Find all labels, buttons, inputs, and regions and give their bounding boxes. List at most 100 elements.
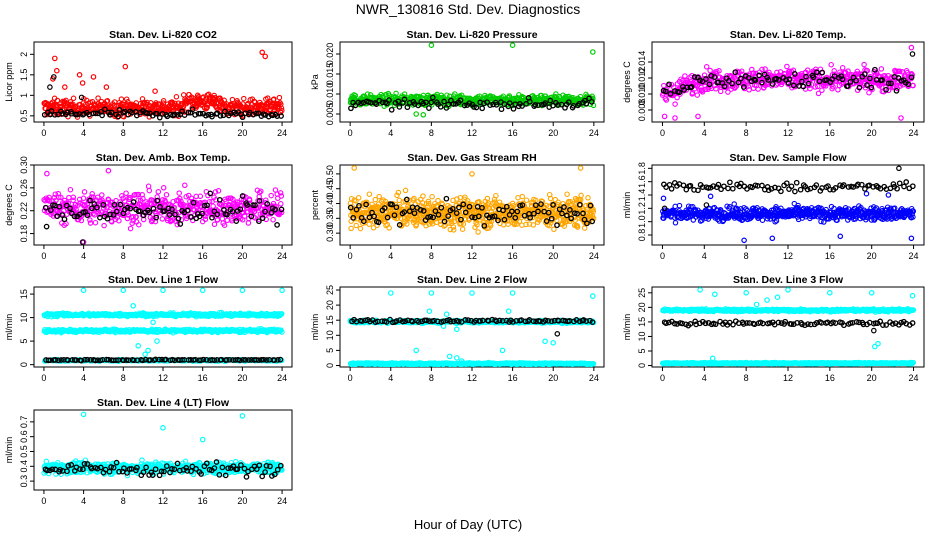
- data-point: [879, 67, 883, 71]
- data-point: [520, 194, 524, 198]
- data-point: [579, 193, 583, 197]
- panel-title: Stan. Dev. Li-820 Temp.: [730, 29, 846, 41]
- data-point: [480, 106, 484, 110]
- data-point: [427, 106, 431, 110]
- data-point: [902, 184, 906, 188]
- data-point: [836, 88, 840, 92]
- x-tick-label: 20: [867, 128, 877, 138]
- data-point: [726, 186, 730, 190]
- y-tick-label: 1.4: [637, 189, 647, 202]
- data-point: [829, 62, 833, 66]
- panel-title: Stan. Dev. Sample Flow: [729, 152, 847, 164]
- x-tick-label: 24: [909, 128, 919, 138]
- data-point: [760, 218, 764, 222]
- y-tick-label: 0.014: [637, 51, 647, 74]
- data-points: [661, 166, 916, 242]
- data-point: [68, 188, 72, 192]
- data-point: [242, 96, 246, 100]
- data-point: [71, 96, 75, 100]
- x-tick-label: 0: [41, 128, 46, 138]
- x-tick-label: 16: [508, 128, 518, 138]
- outlier-point: [864, 192, 868, 196]
- x-tick-label: 4: [388, 128, 393, 138]
- data-point: [146, 184, 150, 188]
- data-point: [731, 187, 735, 191]
- data-point: [444, 197, 448, 201]
- outlier-point: [704, 203, 708, 207]
- data-point: [354, 223, 358, 227]
- data-point: [586, 196, 590, 200]
- y-tick-label: 2: [19, 52, 29, 57]
- outlier-point: [673, 116, 677, 120]
- outlier-point: [742, 238, 746, 242]
- figure-title: NWR_130816 Std. Dev. Diagnostics: [0, 1, 936, 17]
- x-tick-label: 24: [909, 251, 919, 261]
- outlier-point: [201, 288, 205, 292]
- panel-title: Stan. Dev. Amb. Box Temp.: [96, 152, 231, 164]
- outlier-point: [429, 43, 433, 47]
- outlier-point: [886, 193, 890, 197]
- data-point: [88, 221, 92, 225]
- data-point: [269, 193, 273, 197]
- data-point: [246, 221, 250, 225]
- x-tick-label: 8: [429, 128, 434, 138]
- outlier-point: [143, 352, 147, 356]
- outlier-point: [48, 85, 52, 89]
- outlier-point: [151, 320, 155, 324]
- data-point: [732, 202, 736, 206]
- data-point: [62, 217, 66, 221]
- x-tick-label: 8: [744, 128, 749, 138]
- data-points: [42, 288, 284, 363]
- x-tick-label: 4: [81, 128, 86, 138]
- data-point: [156, 190, 160, 194]
- data-point: [44, 224, 48, 228]
- x-tick-label: 16: [508, 251, 518, 261]
- outlier-point: [696, 114, 700, 118]
- y-axis-label: ml/min: [622, 192, 632, 219]
- x-tick-label: 8: [121, 251, 126, 261]
- data-points: [348, 166, 596, 234]
- data-point: [708, 68, 712, 72]
- data-points: [42, 169, 284, 245]
- x-tick-label: 0: [348, 128, 353, 138]
- outlier-point: [909, 236, 913, 240]
- data-point: [421, 194, 425, 198]
- x-tick-label: 12: [783, 128, 793, 138]
- y-tick-label: 0.26: [19, 179, 29, 197]
- data-point: [349, 226, 353, 230]
- data-point: [279, 202, 283, 206]
- data-point: [820, 88, 824, 92]
- data-point: [904, 180, 908, 184]
- data-point: [67, 195, 71, 199]
- data-point: [430, 195, 434, 199]
- outlier-point: [123, 64, 127, 68]
- outlier-point: [578, 166, 582, 170]
- data-points: [660, 45, 915, 120]
- y-tick-label: 0.8: [637, 229, 647, 242]
- x-tick-label: 16: [198, 251, 208, 261]
- outlier-point: [470, 172, 474, 176]
- data-point: [669, 187, 673, 191]
- data-point: [357, 196, 361, 200]
- outlier-point: [45, 171, 49, 175]
- y-tick-label: 0.30: [19, 156, 29, 174]
- data-point: [673, 102, 677, 106]
- panel-title: Stan. Dev. Gas Stream RH: [407, 152, 536, 164]
- data-point: [271, 218, 275, 222]
- data-point: [183, 183, 187, 187]
- x-tick-label: 20: [548, 251, 558, 261]
- x-tick-label: 0: [41, 251, 46, 261]
- y-tick-label: 1.6: [637, 175, 647, 188]
- data-point: [898, 181, 902, 185]
- y-tick-label: 1.2: [637, 202, 647, 215]
- data-point: [220, 217, 224, 221]
- outlier-point: [161, 288, 165, 292]
- panel-title: Stan. Dev. Li-820 CO2: [109, 29, 217, 41]
- outlier-point: [77, 73, 81, 77]
- x-tick-label: 24: [589, 128, 599, 138]
- data-point: [390, 108, 394, 112]
